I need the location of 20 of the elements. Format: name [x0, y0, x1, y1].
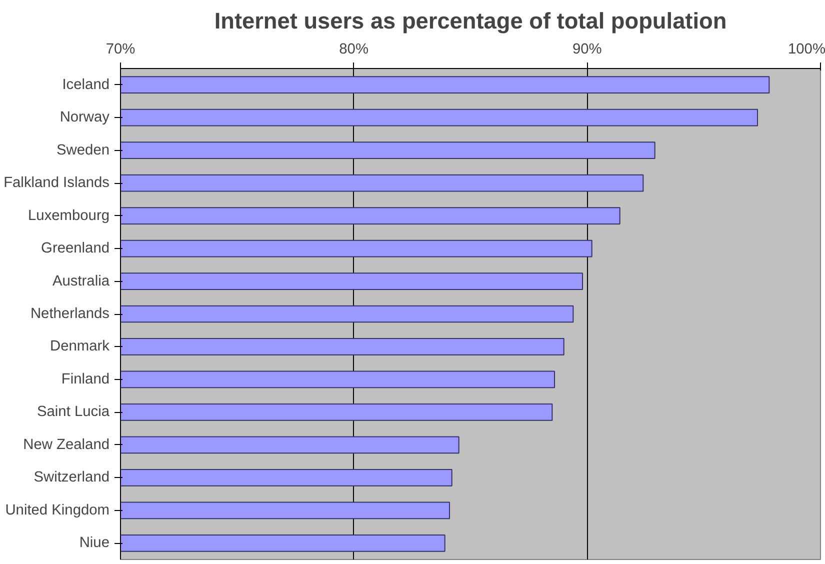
y-tick-label: Sweden — [56, 142, 110, 158]
y-tick-label: Norway — [60, 110, 110, 126]
x-tick-label: 80% — [339, 42, 369, 58]
y-tick-label: New Zealand — [23, 436, 110, 453]
y-tick-label: Greenland — [41, 240, 110, 257]
y-tick-label: Falkland Islands — [4, 175, 110, 192]
y-tick-label: Saint Lucia — [36, 404, 110, 420]
x-tick-label: 70% — [106, 42, 136, 58]
y-tick-label: Iceland — [62, 76, 110, 93]
y-tick-label: Switzerland — [34, 470, 110, 486]
y-tick-label: Netherlands — [30, 306, 110, 322]
y-tick-label: Denmark — [50, 338, 110, 355]
chart-title: Internet users as percentage of total population — [214, 8, 727, 34]
x-tick-label: 100% — [788, 42, 825, 58]
y-tick-label: Finland — [61, 371, 110, 388]
y-tick-label: Luxembourg — [28, 208, 110, 224]
y-tick-label: United Kingdom — [5, 502, 110, 518]
x-tick-label: 90% — [572, 42, 602, 58]
y-tick-label: Niue — [79, 535, 110, 552]
y-tick-label: Australia — [52, 273, 110, 290]
